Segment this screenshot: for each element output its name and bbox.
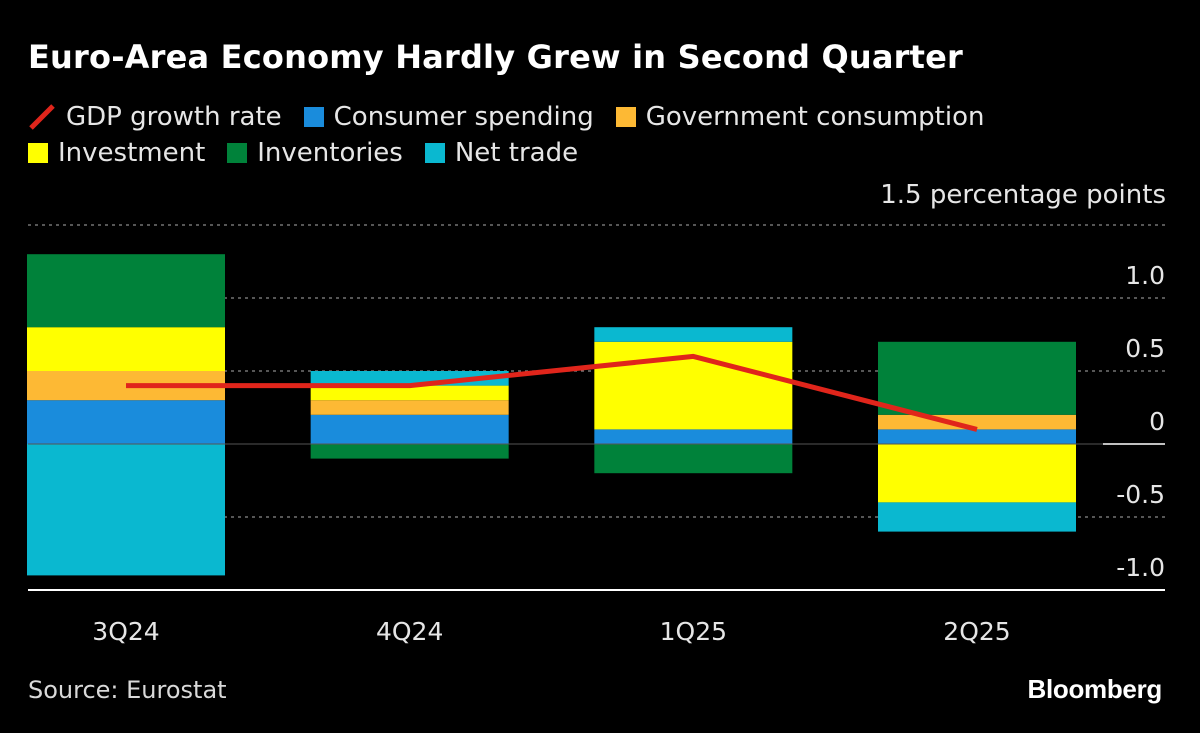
x-tick-label: 1Q25 xyxy=(660,617,727,646)
bar-segment xyxy=(594,429,793,444)
bar-segment xyxy=(878,429,1076,444)
bar-segment xyxy=(310,414,509,444)
bar-segment xyxy=(27,444,225,576)
x-tick-label: 3Q24 xyxy=(92,617,159,646)
bar-segment xyxy=(310,400,509,415)
legend-item-investment: Investment xyxy=(28,138,205,168)
legend-label: Consumer spending xyxy=(333,102,594,132)
legend-swatch xyxy=(28,143,48,163)
y-axis-unit-label: 1.5 percentage points xyxy=(880,180,1166,210)
y-tick-label: -0.5 xyxy=(1116,480,1165,509)
bar-segment xyxy=(878,502,1076,532)
bar-segment xyxy=(594,327,793,342)
legend-item-net-trade: Net trade xyxy=(424,138,579,168)
legend-swatch xyxy=(303,107,324,127)
y-tick-label: 0 xyxy=(1149,407,1165,436)
bar-segment xyxy=(27,254,225,328)
chart-title: Euro-Area Economy Hardly Grew in Second … xyxy=(28,38,964,76)
legend: GDP growth rate Consumer spending Govern… xyxy=(28,102,1168,168)
bar-segment xyxy=(594,444,793,474)
legend-swatch xyxy=(424,143,445,163)
legend-item-consumer: Consumer spending xyxy=(303,102,594,132)
y-tick-label: 1.0 xyxy=(1125,261,1165,290)
legend-item-gdp: GDP growth rate xyxy=(28,102,282,132)
bar-segment xyxy=(27,327,225,371)
x-tick-label: 2Q25 xyxy=(943,617,1010,646)
legend-swatch xyxy=(615,107,636,127)
legend-label: Investment xyxy=(58,138,206,168)
y-tick-label: 0.5 xyxy=(1125,334,1165,363)
bar-segment xyxy=(878,341,1076,415)
legend-row-2: Investment Inventories Net trade xyxy=(28,138,1168,168)
legend-label: Inventories xyxy=(257,138,403,168)
brand-logo: Bloomberg xyxy=(1027,674,1162,704)
bar-segment xyxy=(310,385,509,401)
bar-segment xyxy=(27,400,225,444)
bar-segment xyxy=(310,444,509,459)
legend-label: Government consumption xyxy=(645,102,985,132)
source-note: Source: Eurostat xyxy=(28,676,227,704)
legend-item-inventories: Inventories xyxy=(227,138,403,168)
x-tick-label: 4Q24 xyxy=(376,617,443,646)
legend-swatch xyxy=(227,143,248,163)
bar-segment xyxy=(878,444,1076,503)
legend-label: Net trade xyxy=(454,138,579,168)
y-tick-label: -1.0 xyxy=(1116,553,1165,582)
legend-row-1: GDP growth rate Consumer spending Govern… xyxy=(28,102,1168,132)
legend-item-government: Government consumption xyxy=(615,102,985,132)
gdp-growth-line xyxy=(126,353,978,432)
legend-label: GDP growth rate xyxy=(66,102,282,132)
legend-line-icon xyxy=(29,104,55,130)
